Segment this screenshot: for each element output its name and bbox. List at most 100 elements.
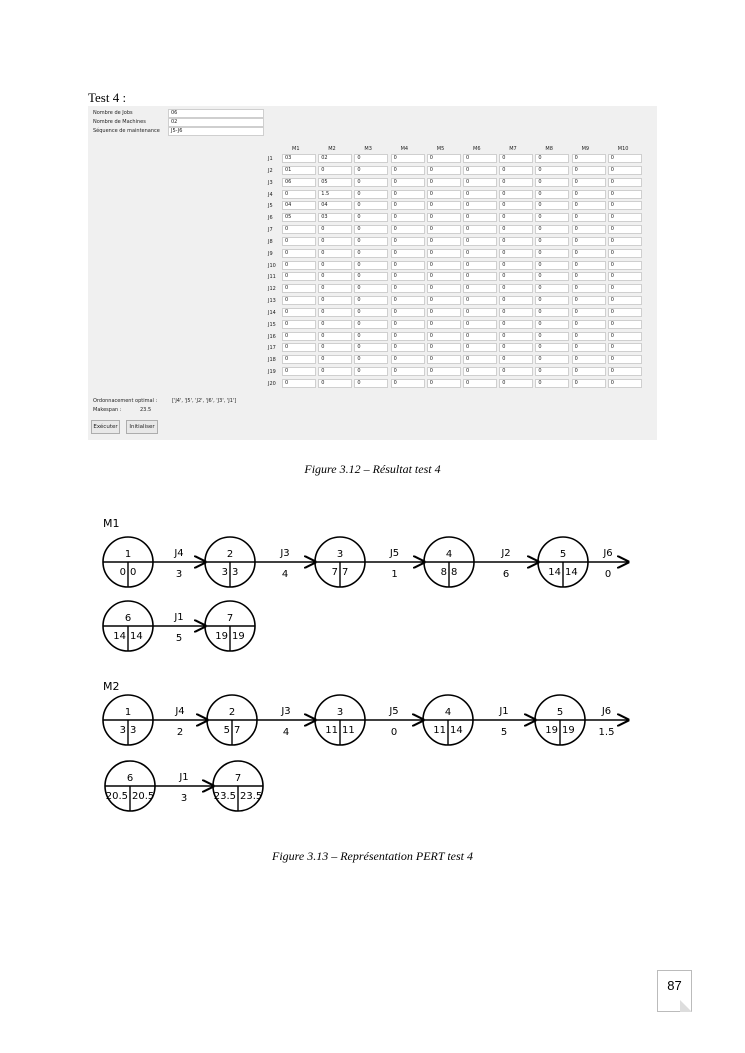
cell-input[interactable]: 0 <box>535 296 570 306</box>
cell-input[interactable]: 0 <box>607 154 642 163</box>
cell-input[interactable]: 0 <box>354 319 389 329</box>
cell-input[interactable]: 0 <box>354 177 389 187</box>
cell-input[interactable]: 0 <box>282 343 316 353</box>
cell-input[interactable]: 1.5 <box>318 189 353 199</box>
cell-input[interactable]: 0 <box>390 248 425 258</box>
cell-input[interactable]: 0 <box>535 236 570 246</box>
cell-input[interactable]: 0 <box>535 213 570 223</box>
execute-button[interactable]: Exécuter <box>91 420 120 434</box>
cell-input[interactable]: 0 <box>318 307 353 317</box>
cell-input[interactable]: 0 <box>354 213 389 223</box>
cell-input[interactable]: 0 <box>426 177 461 187</box>
cell-input[interactable]: 0 <box>499 165 534 175</box>
cell-input[interactable]: 0 <box>463 165 497 175</box>
cell-input[interactable]: 0 <box>499 296 534 306</box>
cell-input[interactable]: 0 <box>318 284 353 294</box>
cell-input[interactable]: 06 <box>282 177 316 187</box>
cell-input[interactable]: 0 <box>607 260 642 270</box>
cell-input[interactable]: 0 <box>282 367 316 377</box>
cell-input[interactable]: 0 <box>571 213 606 223</box>
cell-input[interactable]: 0 <box>282 296 316 306</box>
cell-input[interactable]: 0 <box>499 343 534 353</box>
cell-input[interactable]: 0 <box>463 201 497 211</box>
cell-input[interactable]: 0 <box>463 343 497 353</box>
cell-input[interactable]: 0 <box>607 319 642 329</box>
cell-input[interactable]: 0 <box>426 201 461 211</box>
cell-input[interactable]: 0 <box>499 213 534 223</box>
cell-input[interactable]: 0 <box>571 307 606 317</box>
cell-input[interactable]: 0 <box>499 260 534 270</box>
cell-input[interactable]: 0 <box>426 189 461 199</box>
cell-input[interactable]: 0 <box>318 260 353 270</box>
cell-input[interactable]: 0 <box>535 189 570 199</box>
cell-input[interactable]: 0 <box>354 189 389 199</box>
cell-input[interactable]: 0 <box>426 367 461 377</box>
cell-input[interactable]: 0 <box>499 367 534 377</box>
cell-input[interactable]: 0 <box>535 367 570 377</box>
cell-input[interactable]: 0 <box>282 284 316 294</box>
cell-input[interactable]: 0 <box>607 248 642 258</box>
cell-input[interactable]: 0 <box>607 331 642 341</box>
cell-input[interactable]: 0 <box>426 355 461 365</box>
cell-input[interactable]: 0 <box>571 296 606 306</box>
reset-button[interactable]: Initialiser <box>126 420 158 434</box>
cell-input[interactable]: 0 <box>318 378 353 388</box>
cell-input[interactable]: 0 <box>354 225 389 235</box>
cell-input[interactable]: 0 <box>463 296 497 306</box>
cell-input[interactable]: 0 <box>426 225 461 235</box>
cell-input[interactable]: 0 <box>318 319 353 329</box>
cell-input[interactable]: 0 <box>354 248 389 258</box>
cell-input[interactable]: 0 <box>318 225 353 235</box>
cell-input[interactable]: 0 <box>390 154 425 163</box>
cell-input[interactable]: 0 <box>390 319 425 329</box>
cell-input[interactable]: 0 <box>390 343 425 353</box>
cell-input[interactable]: 0 <box>463 307 497 317</box>
cell-input[interactable]: 0 <box>463 236 497 246</box>
cell-input[interactable]: 0 <box>499 378 534 388</box>
cell-input[interactable]: 03 <box>282 154 316 163</box>
cell-input[interactable]: 0 <box>571 260 606 270</box>
cell-input[interactable]: 0 <box>535 331 570 341</box>
cell-input[interactable]: 0 <box>571 165 606 175</box>
cell-input[interactable]: 04 <box>282 201 316 211</box>
cell-input[interactable]: 0 <box>318 236 353 246</box>
cell-input[interactable]: 0 <box>390 177 425 187</box>
cell-input[interactable]: 0 <box>282 378 316 388</box>
cell-input[interactable]: 0 <box>463 213 497 223</box>
cell-input[interactable]: 0 <box>426 319 461 329</box>
cell-input[interactable]: 0 <box>499 236 534 246</box>
cell-input[interactable]: 0 <box>282 272 316 282</box>
cell-input[interactable]: 0 <box>535 248 570 258</box>
cell-input[interactable]: 0 <box>318 248 353 258</box>
cell-input[interactable]: 0 <box>390 189 425 199</box>
cell-input[interactable]: 05 <box>318 177 353 187</box>
cell-input[interactable]: 03 <box>318 213 353 223</box>
cell-input[interactable]: 0 <box>354 201 389 211</box>
cell-input[interactable]: 0 <box>463 189 497 199</box>
cell-input[interactable]: 0 <box>390 201 425 211</box>
cell-input[interactable]: 0 <box>390 236 425 246</box>
cell-input[interactable]: 0 <box>390 225 425 235</box>
cell-input[interactable]: 04 <box>318 201 353 211</box>
cell-input[interactable]: 0 <box>426 307 461 317</box>
cell-input[interactable]: 0 <box>607 378 642 388</box>
cell-input[interactable]: 0 <box>571 355 606 365</box>
cell-input[interactable]: 0 <box>426 260 461 270</box>
cell-input[interactable]: 0 <box>390 378 425 388</box>
cell-input[interactable]: 0 <box>390 331 425 341</box>
cell-input[interactable]: 0 <box>282 355 316 365</box>
cell-input[interactable]: 0 <box>354 260 389 270</box>
cell-input[interactable]: 0 <box>499 272 534 282</box>
cell-input[interactable]: 0 <box>282 331 316 341</box>
cell-input[interactable]: 0 <box>499 225 534 235</box>
cell-input[interactable]: 0 <box>607 225 642 235</box>
cell-input[interactable]: 0 <box>607 343 642 353</box>
cell-input[interactable]: 0 <box>354 236 389 246</box>
cell-input[interactable]: 0 <box>535 319 570 329</box>
cell-input[interactable]: 0 <box>571 236 606 246</box>
cell-input[interactable]: 0 <box>426 213 461 223</box>
cell-input[interactable]: 0 <box>571 331 606 341</box>
cell-input[interactable]: 0 <box>571 189 606 199</box>
field-input[interactable]: J5-J6 <box>168 127 264 136</box>
cell-input[interactable]: 0 <box>282 189 316 199</box>
